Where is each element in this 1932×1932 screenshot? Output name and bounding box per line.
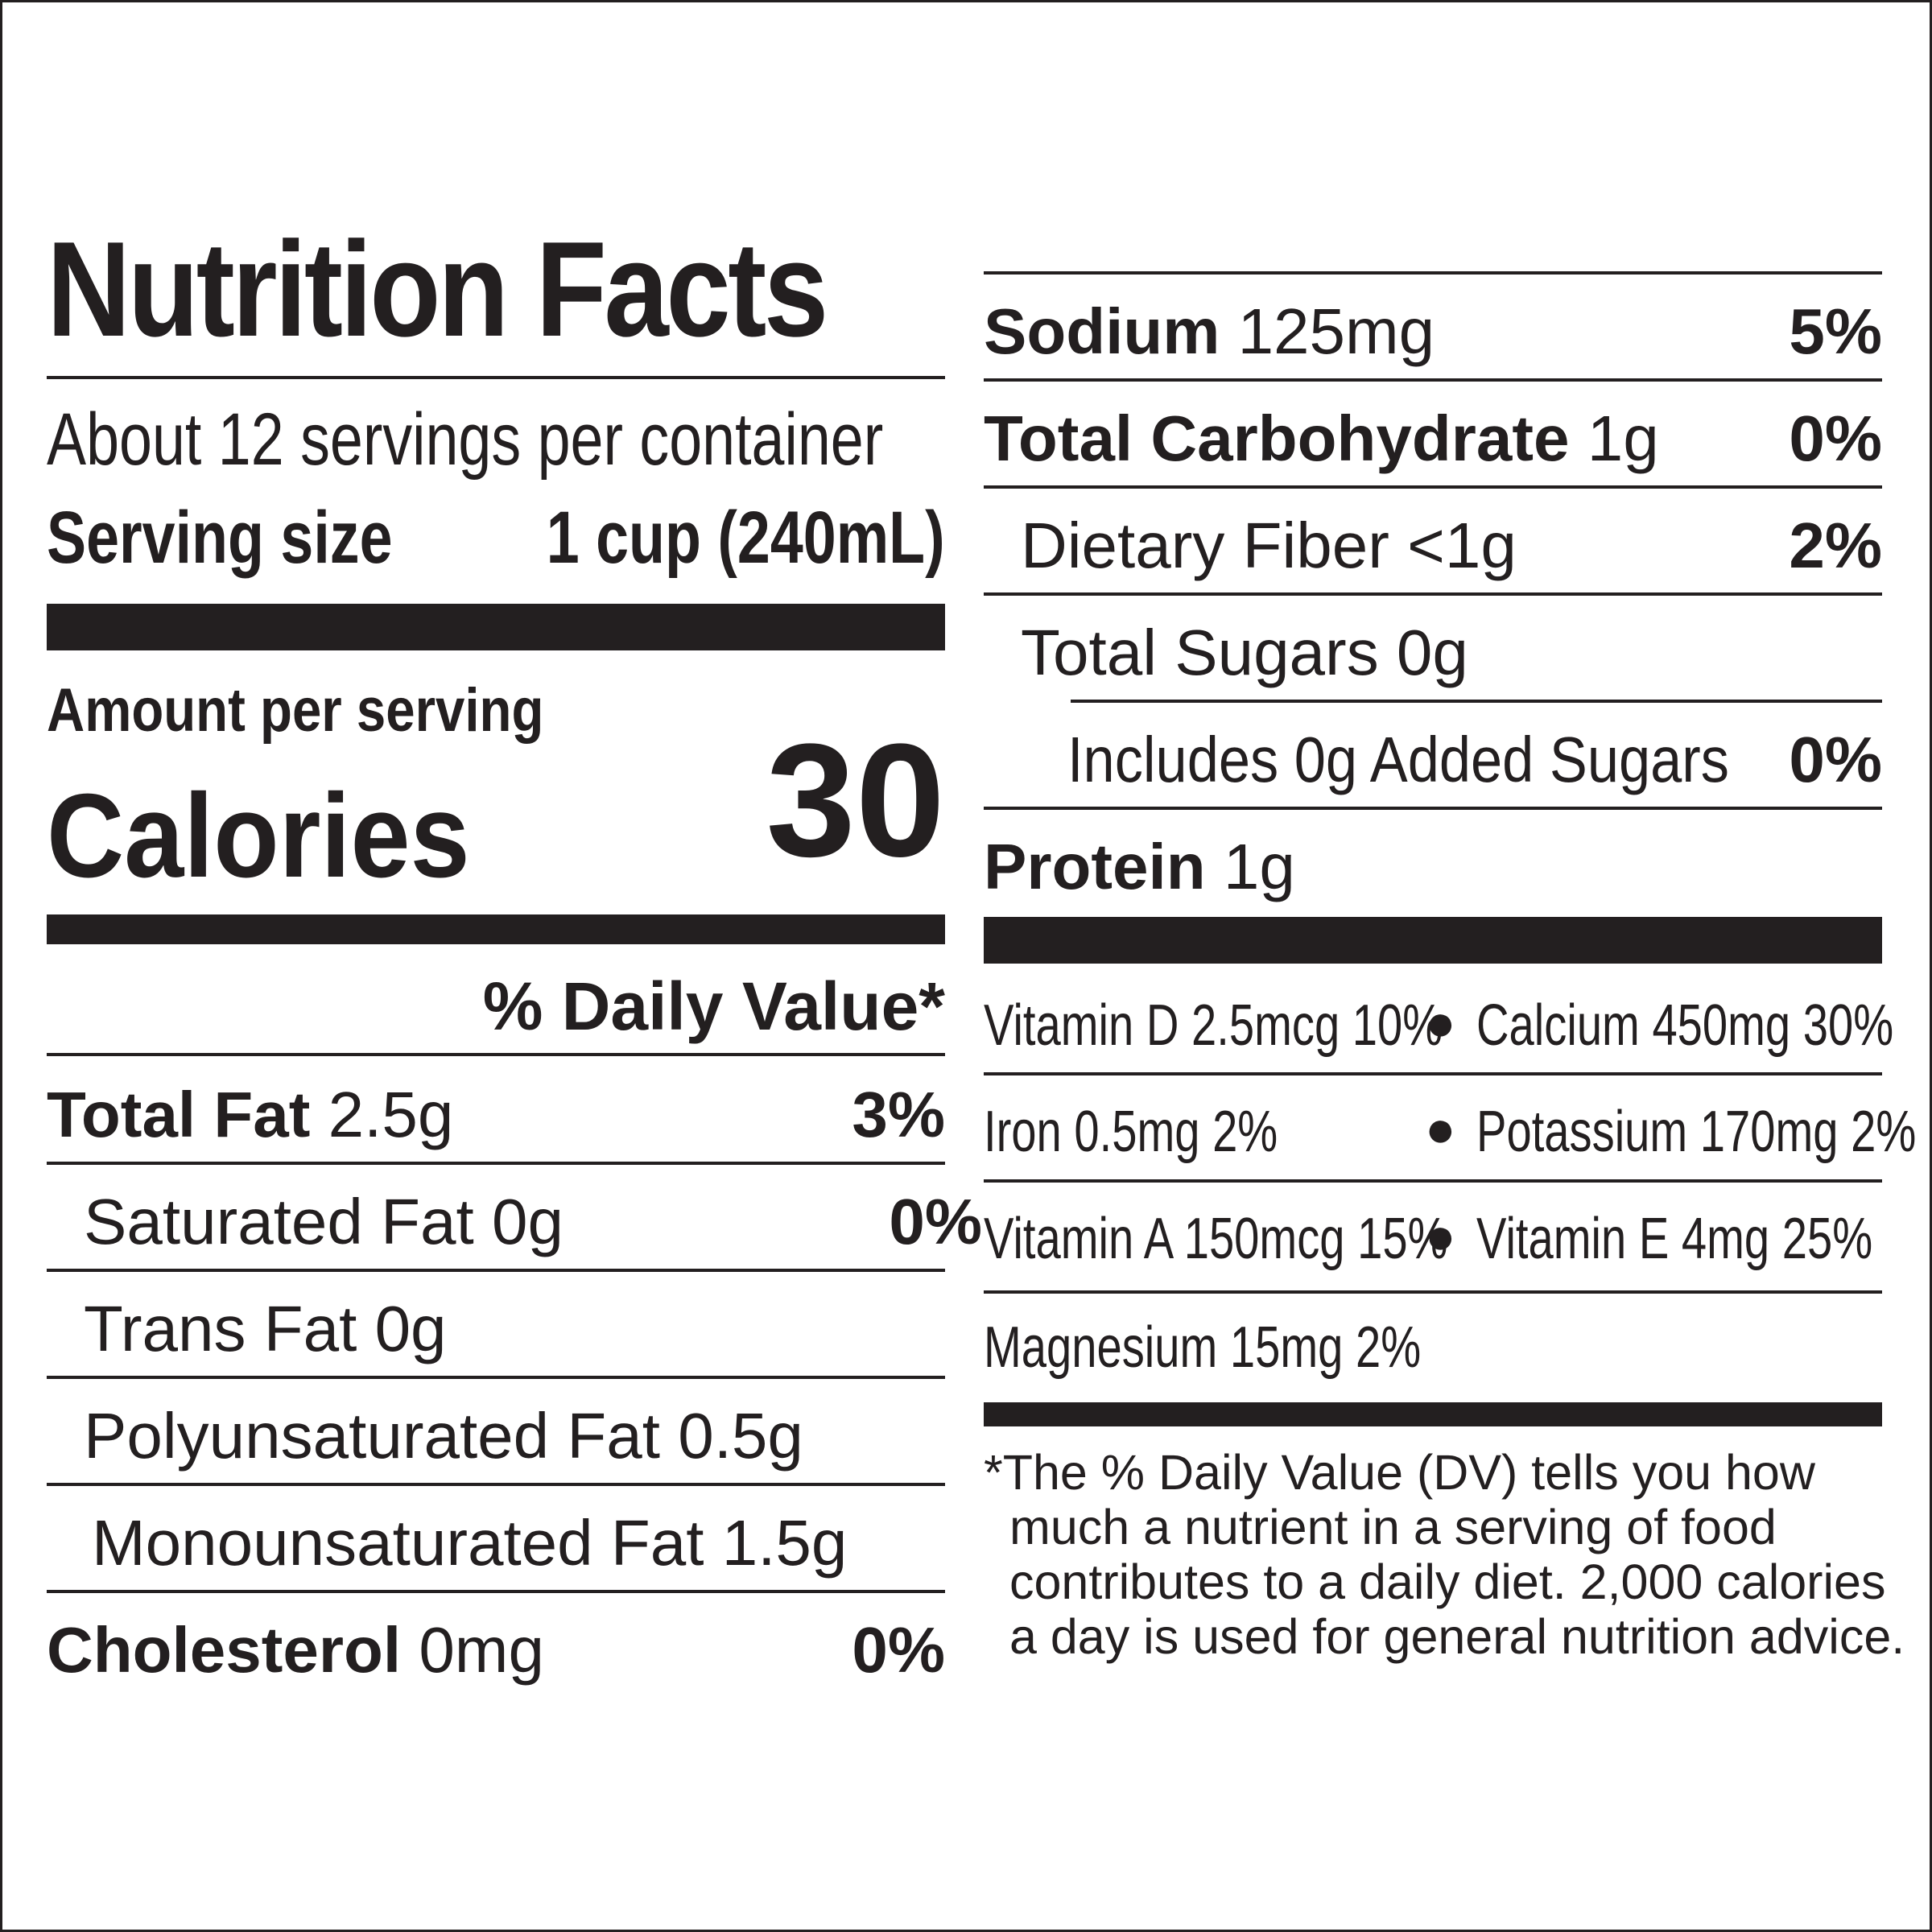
nutrient-total-carbohydrate: Total Carbohydrate 1g 0%	[984, 402, 1882, 474]
dv-rule	[47, 1053, 945, 1056]
nutrient-total-sugars: Total Sugars 0g	[1021, 617, 1468, 688]
row-rule	[47, 1590, 945, 1593]
nutrient-sodium: Sodium 125mg 5%	[984, 295, 1882, 367]
serving-thick-rule	[47, 604, 945, 650]
servings-per-container: About 12 servings per container	[47, 398, 884, 481]
row-rule	[984, 1179, 1882, 1183]
daily-value-header: % Daily Value*	[482, 968, 945, 1044]
calories-rule	[47, 914, 945, 944]
nutrient-added-sugars: Includes 0g Added Sugars 0%	[1067, 724, 1882, 795]
row-rule	[984, 807, 1882, 810]
row-rule	[984, 1290, 1882, 1294]
calories-value: 30	[766, 711, 945, 890]
serving-size: Serving size 1 cup (240mL)	[47, 501, 945, 575]
footnote: *The % Daily Value (DV) tells you how mu…	[984, 1445, 1905, 1664]
serving-size-label: Serving size	[47, 497, 393, 579]
row-rule	[984, 271, 1882, 275]
nutrient-dietary-fiber: Dietary Fiber <1g 2%	[1021, 510, 1882, 581]
protein-thick-rule	[984, 917, 1882, 964]
nutrient-saturated-fat: Saturated Fat 0g 0%	[84, 1186, 982, 1257]
row-rule	[984, 485, 1882, 489]
row-rule	[984, 592, 1882, 596]
amount-per-serving: Amount per serving	[47, 676, 544, 745]
nutrient-cholesterol: Cholesterol 0mg 0%	[47, 1614, 945, 1686]
row-rule	[47, 1269, 945, 1272]
row-rule	[984, 1072, 1882, 1075]
nutrient-protein: Protein 1g	[984, 831, 1295, 902]
nutrient-total-fat: Total Fat 2.5g 3%	[47, 1079, 945, 1150]
nutrient-monounsaturated-fat: Monounsaturated Fat 1.5g	[92, 1507, 848, 1579]
serving-size-value: 1 cup (240mL)	[547, 497, 945, 579]
nutrient-trans-fat: Trans Fat 0g	[84, 1293, 447, 1364]
nutrient-polyunsaturated-fat: Polyunsaturated Fat 0.5g	[84, 1400, 803, 1472]
row-rule	[47, 1162, 945, 1165]
added-sugars-rule	[1071, 700, 1882, 703]
row-rule	[984, 378, 1882, 382]
row-rule	[47, 1376, 945, 1379]
vitamin-thick-rule	[984, 1402, 1882, 1426]
calories-label: Calories	[47, 770, 470, 902]
label-title: Nutrition Facts	[47, 213, 828, 365]
title-rule	[47, 376, 945, 379]
row-rule	[47, 1483, 945, 1486]
